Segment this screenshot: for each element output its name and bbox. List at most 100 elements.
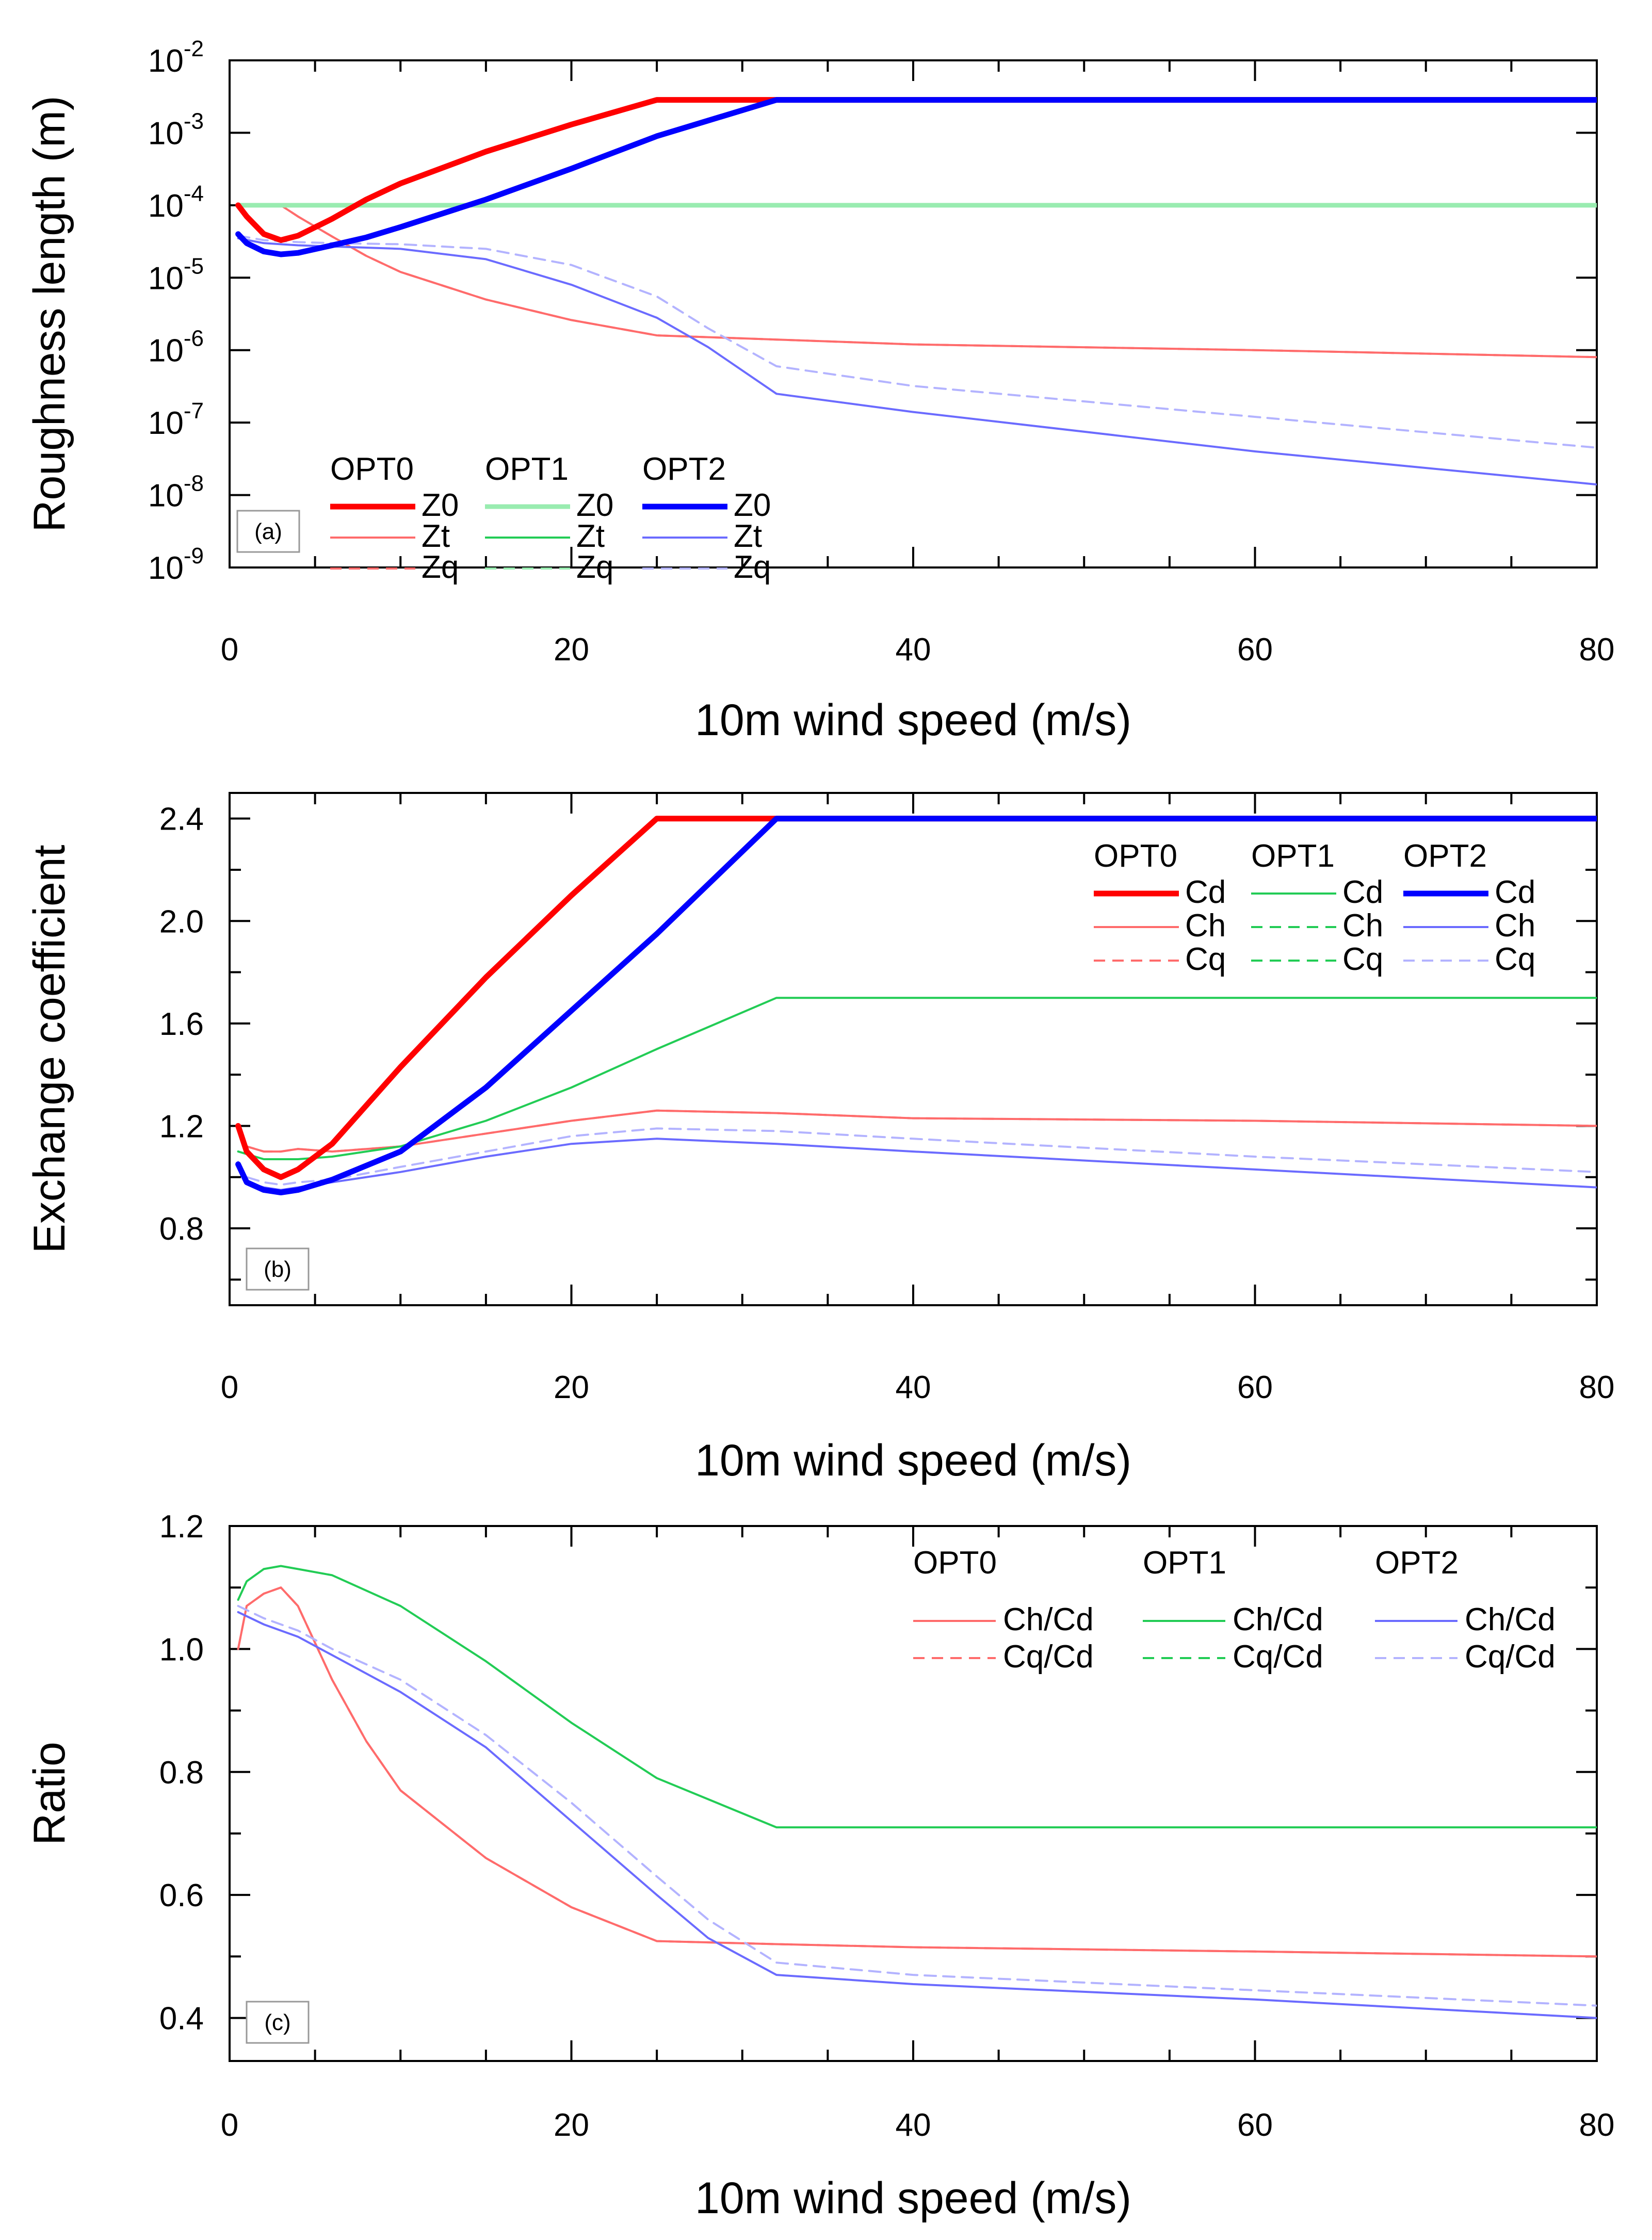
series-line-opt0-z0 bbox=[235, 97, 1597, 243]
series-line-opt2-zq bbox=[237, 234, 1597, 449]
y-tick-label: 10-8 bbox=[148, 471, 204, 514]
series-line-opt0-ch bbox=[237, 1109, 1597, 1153]
y-tick-label: 10-4 bbox=[148, 181, 204, 224]
legend-label: Cq bbox=[1185, 942, 1226, 977]
legend-label: Cq bbox=[1342, 942, 1383, 977]
legend-label: Zt bbox=[734, 518, 762, 554]
series-line-opt2-cd bbox=[235, 816, 1597, 1195]
legend-group-title: OPT1 bbox=[1143, 1545, 1226, 1581]
y-tick-label: 0.8 bbox=[159, 1211, 204, 1247]
x-axis: 0 20 40 60 80 bbox=[221, 60, 1615, 668]
y-axis: 0.8 1.2 1.6 2.0 2.4 bbox=[159, 802, 1597, 1281]
legend-label: Z0 bbox=[576, 488, 613, 523]
legend-label: Zq bbox=[576, 549, 613, 585]
legend-label: Zt bbox=[576, 518, 605, 554]
series-group bbox=[235, 97, 1597, 486]
x-tick-label: 80 bbox=[1579, 632, 1615, 668]
panel-label-box bbox=[246, 1247, 310, 1291]
y-tick-label: 1.6 bbox=[159, 1007, 204, 1042]
legend-label: Cq/Cd bbox=[1003, 1639, 1094, 1675]
legend-group-title: OPT0 bbox=[330, 451, 414, 487]
panel-label: (c) bbox=[264, 2010, 290, 2035]
x-tick-label: 60 bbox=[1237, 2107, 1273, 2143]
legend-label: Ch bbox=[1185, 908, 1226, 944]
series-line-opt0-ch-cd bbox=[237, 1586, 1597, 1958]
y-axis: 0.4 0.6 0.8 1.0 1.2 bbox=[159, 1509, 1597, 2037]
panel-label-box bbox=[236, 510, 300, 553]
y-tick-label: 10-2 bbox=[148, 36, 204, 79]
y-tick-label: 10-6 bbox=[148, 326, 204, 369]
legend-label: Cq/Cd bbox=[1465, 1639, 1556, 1675]
legend-label: Cd bbox=[1342, 874, 1383, 910]
legend-label: Z0 bbox=[422, 488, 459, 523]
chart-panel-b: 0 20 40 60 80 0.8 1.2 1.6 2.0 2.4 10m wind speed (… bbox=[25, 792, 1615, 1485]
legend-label: Ch/Cd bbox=[1465, 1602, 1556, 1637]
series-line-opt1-ch-cd bbox=[237, 1565, 1597, 1829]
y-tick-label: 0.8 bbox=[159, 1755, 204, 1791]
x-tick-label: 20 bbox=[554, 632, 589, 668]
y-tick-label: 10-7 bbox=[148, 398, 204, 441]
y-tick-label: 2.4 bbox=[159, 802, 204, 837]
series-group bbox=[237, 1565, 1597, 2019]
series-group bbox=[235, 816, 1597, 1195]
x-tick-label: 0 bbox=[221, 1370, 238, 1405]
y-tick-label: 10-9 bbox=[148, 543, 204, 586]
x-tick-label: 0 bbox=[221, 632, 238, 668]
series-line-opt2-ch bbox=[237, 1138, 1597, 1191]
legend-group-title: OPT2 bbox=[1403, 838, 1487, 874]
y-axis: 10-9 10-8 10-7 10-6 10-5 10-4 10-3 10-2 bbox=[148, 36, 1597, 586]
legend-label: Zq bbox=[734, 549, 771, 585]
legend-label: Z0 bbox=[734, 488, 771, 523]
x-axis: 0 20 40 60 80 bbox=[221, 1526, 1615, 2143]
series-line-opt2-z0 bbox=[235, 97, 1597, 257]
series-line-opt2-zt bbox=[237, 237, 1597, 486]
legend-group-title: OPT2 bbox=[1375, 1545, 1459, 1581]
legend-group-title: OPT0 bbox=[1094, 838, 1177, 874]
y-tick-label: 1.2 bbox=[159, 1109, 204, 1144]
legend-label: Ch bbox=[1495, 908, 1535, 944]
series-line-opt2-cq-cd bbox=[237, 1605, 1597, 2007]
legend-label: Ch/Cd bbox=[1233, 1602, 1323, 1637]
y-axis-title: Ratio bbox=[25, 1742, 74, 1845]
legend-label: Ch/Cd bbox=[1003, 1602, 1094, 1637]
y-tick-label: 1.0 bbox=[159, 1632, 204, 1667]
legend-label: Zt bbox=[422, 518, 450, 554]
legend-label: Cd bbox=[1495, 874, 1535, 910]
y-axis-title: Exchange coefficient bbox=[25, 845, 74, 1253]
series-line-opt0-cd bbox=[235, 816, 1597, 1180]
y-tick-label: 1.2 bbox=[159, 1509, 204, 1545]
x-tick-label: 40 bbox=[896, 632, 931, 668]
series-line-opt2-ch-cd bbox=[237, 1611, 1597, 2019]
legend-group-title: OPT0 bbox=[913, 1545, 997, 1581]
x-tick-label: 60 bbox=[1237, 1370, 1273, 1405]
plot-frame bbox=[229, 1525, 1598, 2062]
y-tick-label: 10-3 bbox=[148, 108, 204, 151]
series-line-opt0-zq bbox=[237, 204, 1597, 359]
legend-label: Cq/Cd bbox=[1233, 1639, 1323, 1675]
panel-label: (a) bbox=[254, 519, 282, 544]
x-axis-title: 10m wind speed (m/s) bbox=[695, 1436, 1131, 1485]
x-axis: 0 20 40 60 80 bbox=[221, 793, 1615, 1405]
x-tick-label: 40 bbox=[896, 2107, 931, 2143]
series-line-opt1-cd bbox=[237, 997, 1597, 1160]
legend-label: Ch bbox=[1342, 908, 1383, 944]
y-tick-label: 0.4 bbox=[159, 2001, 204, 2037]
x-tick-label: 60 bbox=[1237, 632, 1273, 668]
x-axis-title: 10m wind speed (m/s) bbox=[695, 695, 1131, 745]
legend-label: Cq bbox=[1495, 942, 1535, 977]
x-tick-label: 80 bbox=[1579, 2107, 1615, 2143]
y-tick-label: 0.6 bbox=[159, 1878, 204, 1913]
series-line-opt0-zt bbox=[237, 204, 1597, 359]
y-tick-label: 10-5 bbox=[148, 253, 204, 296]
x-tick-label: 20 bbox=[554, 1370, 589, 1405]
chart-panel-c: 0 20 40 60 80 0.4 0.6 0.8 1.0 1.2 10m wind speed (… bbox=[25, 1509, 1614, 2223]
x-tick-label: 20 bbox=[554, 2107, 589, 2143]
x-tick-label: 80 bbox=[1579, 1370, 1615, 1405]
series-line-opt0-cq-cd bbox=[237, 1586, 1597, 1958]
x-tick-label: 40 bbox=[896, 1370, 931, 1405]
x-tick-label: 0 bbox=[221, 2107, 238, 2143]
y-axis-title: Roughness length (m) bbox=[25, 95, 74, 532]
